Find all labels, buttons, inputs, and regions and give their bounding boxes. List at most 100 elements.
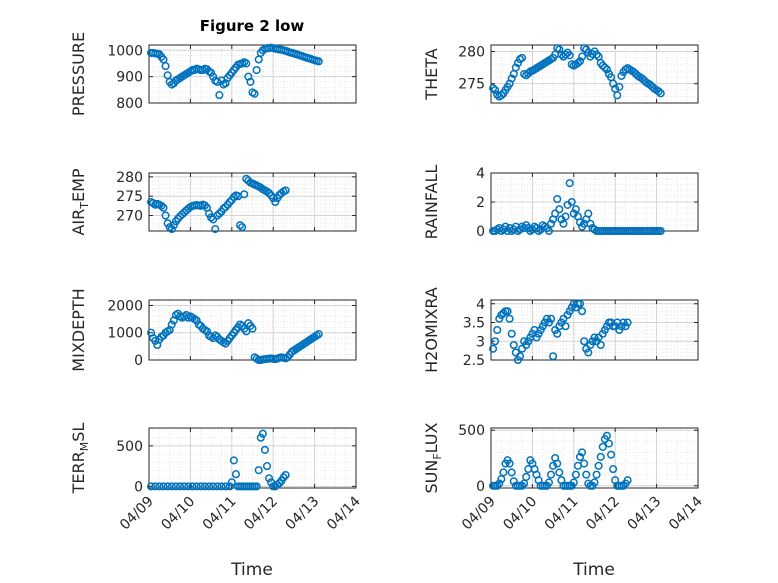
data-point [184, 482, 193, 491]
data-point [217, 482, 226, 491]
y-axis-label: RAINFALL [422, 165, 441, 240]
data-point [575, 57, 585, 66]
data-point [163, 482, 172, 491]
data-series [147, 429, 290, 491]
data-point [225, 197, 234, 207]
data-point [569, 478, 578, 487]
data-point [549, 352, 558, 361]
data-point [242, 59, 251, 68]
data-point [167, 320, 176, 329]
data-point [157, 201, 166, 210]
data-point [209, 482, 218, 491]
data-series [489, 179, 665, 236]
x-tick-label: 04/09 [459, 494, 499, 534]
x-tick-label: 04/12 [241, 494, 281, 534]
data-point [240, 190, 249, 199]
data-point [602, 431, 611, 440]
data-point [265, 474, 274, 483]
data-point [281, 470, 290, 480]
data-point [511, 63, 520, 72]
data-point [602, 65, 611, 74]
data-point [575, 452, 585, 461]
y-tick-label: 0 [476, 224, 485, 240]
data-series [147, 174, 290, 234]
y-tick-label: 3.5 [463, 316, 485, 332]
data-point [575, 299, 585, 308]
y-tick-label: 4 [476, 166, 485, 182]
data-point [252, 482, 261, 491]
data-point [578, 307, 587, 316]
data-point [509, 477, 518, 486]
data-point [188, 482, 197, 491]
data-point [613, 91, 622, 100]
subplot-mixdepth: 0 1000 2000 MIXDEPTH [69, 288, 357, 372]
subplot-pressure: 800 900 1000 PRESSURE [69, 32, 357, 116]
data-point [165, 223, 174, 232]
data-point [656, 89, 665, 98]
data-point [507, 468, 516, 477]
data-point [229, 456, 238, 465]
y-tick-label: 280 [458, 44, 485, 60]
data-point [161, 211, 170, 220]
axes-box [148, 427, 357, 489]
data-point [518, 481, 527, 490]
data-point [489, 84, 498, 93]
data-point [211, 225, 220, 234]
subplot-air-temp: 270 275 280 AIRTEMP [69, 168, 357, 236]
data-point [161, 62, 170, 71]
data-point [565, 179, 574, 188]
data-point [594, 461, 603, 470]
x-tick-label: 04/13 [625, 494, 665, 534]
data-point [221, 202, 230, 212]
data-point [196, 482, 205, 491]
plot-area [491, 45, 698, 103]
x-axis-label-left: Time [230, 560, 273, 580]
data-point [584, 348, 593, 357]
data-point [258, 429, 267, 438]
data-point [314, 57, 323, 66]
data-point [544, 226, 554, 236]
axes-box [490, 299, 699, 361]
data-point [549, 461, 558, 470]
data-point [171, 482, 180, 491]
data-point [200, 201, 209, 210]
data-point [493, 325, 502, 335]
data-point [619, 481, 628, 490]
subplot-grid: 800 900 1000 PRESSURE 275 280 THETA 270 275 280 AI… [69, 32, 706, 533]
subplot-sun-flux: 0 500 SUNFLUX 04/09 04/10 04/11 04/12 04/13 04/1… [422, 422, 706, 533]
x-tick-label: 04/09 [117, 494, 157, 534]
data-point [509, 340, 518, 350]
data-point [555, 205, 564, 214]
data-point [238, 223, 247, 232]
data-point [489, 344, 498, 353]
data-point [273, 480, 282, 489]
data-point [225, 482, 234, 491]
data-series [147, 43, 323, 100]
data-point [215, 209, 224, 218]
y-tick-label: 1000 [107, 43, 143, 59]
y-tick-label: 500 [116, 439, 143, 455]
y-tick-label: 3 [476, 334, 485, 350]
data-point [553, 459, 562, 468]
data-point [507, 329, 516, 338]
data-point [254, 466, 263, 475]
data-point [231, 470, 240, 479]
data-point [151, 482, 160, 491]
data-point [236, 221, 245, 230]
data-point [623, 318, 632, 327]
data-point [580, 459, 589, 468]
data-point [567, 197, 576, 207]
data-point [209, 72, 218, 81]
data-point [623, 476, 632, 485]
data-point [565, 51, 574, 60]
data-point [176, 482, 185, 491]
x-tick-label: 04/12 [583, 494, 623, 534]
data-point [592, 50, 601, 59]
data-point [515, 352, 525, 361]
data-point [596, 340, 605, 350]
data-point [561, 50, 570, 59]
data-point [571, 205, 580, 214]
data-point [252, 65, 261, 75]
subplot-terr-msl: 0 500 TERRMSL 04/09 04/10 04/11 04/12 04/13 04/1… [69, 423, 364, 534]
y-axis-label: PRESSURE [69, 32, 88, 116]
